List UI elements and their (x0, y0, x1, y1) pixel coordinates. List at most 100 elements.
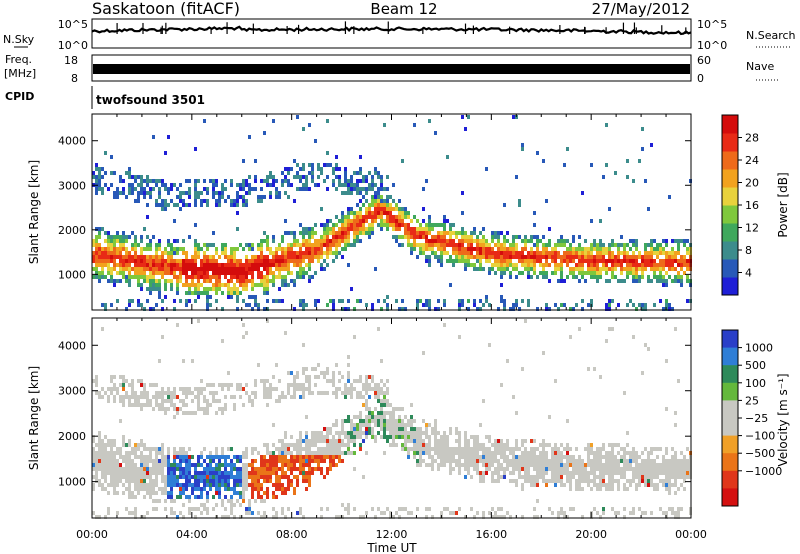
scatter-cell (605, 339, 608, 343)
scatter-cell (398, 199, 401, 203)
scatter-cell (128, 483, 131, 487)
scatter-cell (128, 475, 131, 479)
scatter-cell (347, 375, 350, 379)
scatter-cell (638, 471, 641, 475)
scatter-cell (179, 511, 182, 515)
scatter-cell (434, 443, 437, 447)
scatter-cell (164, 207, 167, 211)
scatter-cell (269, 391, 272, 395)
scatter-cell (557, 515, 560, 519)
scatter-cell (284, 279, 287, 283)
scatter-cell (95, 467, 98, 471)
scatter-cell (308, 391, 311, 395)
scatter-cell (446, 231, 449, 235)
scatter-cell (422, 187, 425, 191)
scatter-cell (242, 299, 245, 303)
scatter-cell (155, 471, 158, 475)
scatter-cell (569, 507, 572, 511)
scatter-cell (173, 263, 176, 267)
scatter-cell (677, 251, 680, 255)
scatter-cell (275, 495, 278, 499)
scatter-cell (179, 467, 182, 471)
scatter-cell (677, 239, 680, 243)
scatter-cell (611, 239, 614, 243)
scatter-cell (329, 459, 332, 463)
scatter-cell (503, 451, 506, 455)
scatter-cell (248, 511, 251, 515)
scatter-cell (155, 479, 158, 483)
scatter-cell (131, 299, 134, 303)
scatter-cell (668, 303, 671, 307)
scatter-cell (404, 439, 407, 443)
scatter-cell (251, 247, 254, 251)
scatter-cell (215, 279, 218, 283)
scatter-cell (359, 171, 362, 175)
scatter-cell (524, 235, 527, 239)
scatter-cell (98, 167, 101, 171)
scatter-cell (146, 179, 149, 183)
scatter-cell (374, 167, 377, 171)
scatter-cell (599, 267, 602, 271)
scatter-cell (674, 479, 677, 483)
scatter-cell (179, 491, 182, 495)
scatter-cell (197, 463, 200, 467)
scatter-cell (674, 491, 677, 495)
scatter-cell (227, 255, 230, 259)
scatter-cell (200, 511, 203, 515)
scatter-cell (389, 219, 392, 223)
scatter-cell (671, 263, 674, 267)
scatter-cell (479, 299, 482, 303)
scatter-cell (461, 259, 464, 263)
scatter-cell (380, 227, 383, 231)
scatter-cell (167, 267, 170, 271)
scatter-cell (590, 251, 593, 255)
scatter-cell (338, 379, 341, 383)
scatter-cell (305, 247, 308, 251)
scatter-cell (251, 267, 254, 271)
scatter-cell (221, 447, 224, 451)
scatter-cell (620, 235, 623, 239)
scatter-cell (263, 267, 266, 271)
scatter-cell (602, 255, 605, 259)
scatter-cell (305, 435, 308, 439)
scatter-cell (614, 455, 617, 459)
scatter-cell (356, 219, 359, 223)
scatter-cell (548, 463, 551, 467)
scatter-cell (677, 271, 680, 275)
scatter-cell (110, 447, 113, 451)
scatter-cell (653, 463, 656, 467)
scatter-cell (314, 271, 317, 275)
scatter-cell (674, 411, 677, 415)
scatter-cell (347, 435, 350, 439)
scatter-cell (242, 335, 245, 339)
scatter-cell (200, 479, 203, 483)
scatter-cell (593, 247, 596, 251)
scatter-cell (227, 287, 230, 291)
scatter-cell (257, 303, 260, 307)
scatter-cell (611, 251, 614, 255)
scatter-cell (587, 451, 590, 455)
scatter-cell (263, 131, 266, 135)
scatter-cell (107, 467, 110, 471)
scatter-cell (182, 447, 185, 451)
scatter-cell (101, 275, 104, 279)
scatter-cell (245, 383, 248, 387)
scatter-cell (494, 263, 497, 267)
scatter-cell (512, 243, 515, 247)
scatter-cell (179, 447, 182, 451)
scatter-cell (248, 463, 251, 467)
scatter-cell (245, 391, 248, 395)
scatter-cell (314, 451, 317, 455)
scatter-cell (659, 471, 662, 475)
scatter-cell (161, 395, 164, 399)
scatter-cell (215, 471, 218, 475)
scatter-cell (527, 299, 530, 303)
scatter-cell (158, 195, 161, 199)
scatter-cell (128, 479, 131, 483)
scatter-cell (386, 199, 389, 203)
scatter-cell (671, 259, 674, 263)
scatter-cell (275, 399, 278, 403)
scatter-cell (491, 455, 494, 459)
